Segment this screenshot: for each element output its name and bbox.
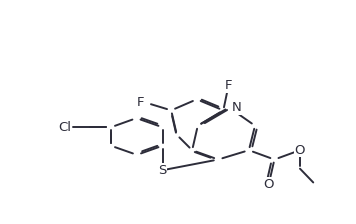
Text: O: O bbox=[263, 177, 274, 190]
Text: N: N bbox=[232, 101, 242, 114]
Text: S: S bbox=[158, 164, 167, 177]
Text: F: F bbox=[136, 96, 144, 109]
Text: Cl: Cl bbox=[58, 121, 71, 134]
Text: O: O bbox=[295, 144, 305, 157]
Text: F: F bbox=[225, 79, 232, 92]
